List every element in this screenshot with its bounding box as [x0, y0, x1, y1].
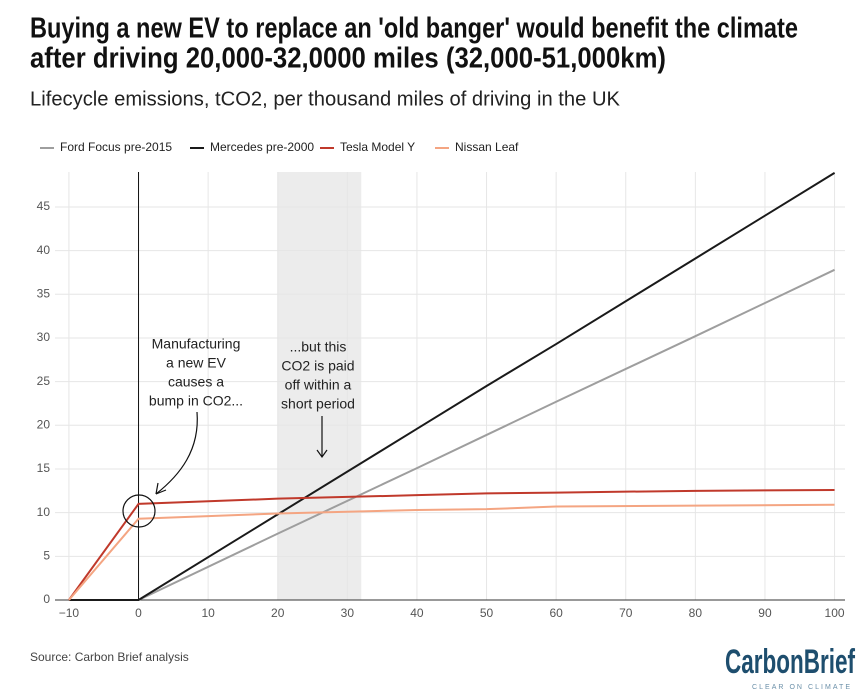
x-tick-label: 0: [135, 606, 142, 620]
annotation-circle: [122, 494, 156, 528]
logo: CarbonBrief: [725, 643, 855, 681]
y-tick-label: 30: [37, 330, 51, 344]
annotation-arrow: [155, 411, 198, 495]
legend-label: Ford Focus pre-2015: [60, 140, 172, 154]
x-tick-label: 60: [549, 606, 563, 620]
x-tick-label: 30: [341, 606, 355, 620]
x-tick-label: 70: [619, 606, 633, 620]
annotation: causes a: [168, 374, 224, 390]
annotation: short period: [281, 396, 355, 412]
legend-label: Nissan Leaf: [455, 140, 519, 154]
annotation-arrow: [316, 416, 328, 459]
y-tick-label: 45: [37, 199, 51, 213]
annotation: off within a: [285, 377, 352, 393]
source: Source: Carbon Brief analysis: [30, 650, 189, 664]
series-line: [68, 268, 835, 601]
x-tick-label: 100: [825, 606, 845, 620]
annotation: Manufacturing: [152, 336, 241, 352]
y-tick-label: 15: [37, 461, 51, 475]
series-line: [68, 172, 836, 601]
x-tick-label: 20: [271, 606, 285, 620]
y-tick-label: 20: [37, 417, 51, 431]
chart-title: Buying a new EV to replace an 'old bange…: [30, 13, 798, 45]
y-tick-label: 10: [37, 505, 51, 519]
legend-label: Mercedes pre-2000: [210, 140, 314, 154]
series-line: [68, 503, 835, 601]
series-line: [68, 488, 835, 601]
arrow-head: [155, 482, 167, 495]
chart-title: after driving 20,000-32,0000 miles (32,0…: [30, 43, 666, 75]
y-tick-label: 25: [37, 374, 51, 388]
y-tick-label: 0: [43, 592, 50, 606]
y-tick-label: 5: [43, 548, 50, 562]
chart-subtitle: Lifecycle emissions, tCO2, per thousand …: [30, 88, 621, 110]
x-tick-label: 50: [480, 606, 494, 620]
annotation: CO2 is paid: [281, 358, 354, 374]
annotation: ...but this: [290, 339, 347, 355]
y-tick-label: 40: [37, 243, 51, 257]
annotation: bump in CO2...: [149, 393, 243, 409]
annotation: a new EV: [166, 355, 227, 371]
y-tick-label: 35: [37, 286, 51, 300]
x-tick-label: 40: [410, 606, 424, 620]
x-tick-label: −10: [59, 606, 80, 620]
legend-label: Tesla Model Y: [340, 140, 415, 154]
logo-tagline: CLEAR ON CLIMATE: [752, 684, 850, 691]
x-tick-label: 80: [689, 606, 703, 620]
x-tick-label: 90: [758, 606, 772, 620]
x-tick-label: 10: [201, 606, 215, 620]
